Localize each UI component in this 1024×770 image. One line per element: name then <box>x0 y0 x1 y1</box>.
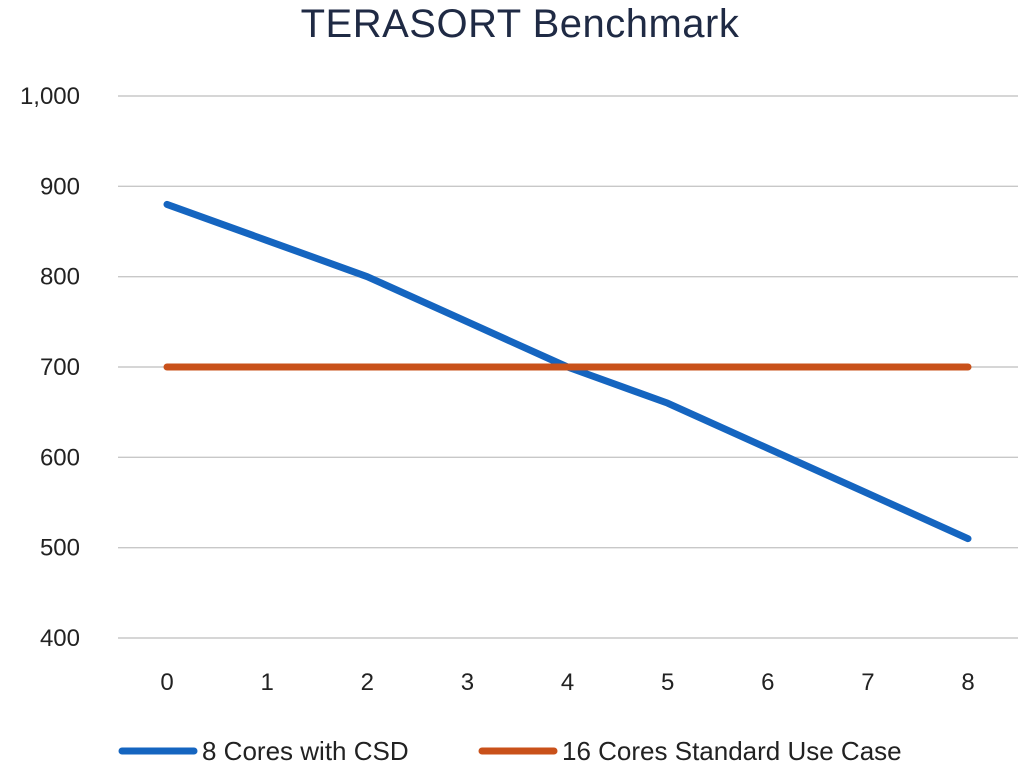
y-tick-label: 600 <box>40 444 80 471</box>
series-1-point <box>466 321 468 323</box>
x-tick-label: 6 <box>761 669 774 696</box>
x-tick-label: 2 <box>361 669 374 696</box>
x-tick-label: 1 <box>260 669 273 696</box>
x-tick-label: 4 <box>561 669 574 696</box>
series-line-1 <box>163 200 972 543</box>
series-1-point <box>767 447 769 449</box>
series-1-point <box>667 402 669 404</box>
series-1-point <box>967 538 969 540</box>
y-tick-label: 1,000 <box>20 83 80 110</box>
series-1-point <box>166 203 168 205</box>
y-tick-label: 900 <box>40 173 80 200</box>
series-2-point <box>867 366 869 368</box>
series-2-point <box>466 366 468 368</box>
y-tick-label: 400 <box>40 625 80 652</box>
series-2-point <box>266 366 268 368</box>
series-2-point <box>767 366 769 368</box>
series-2-point <box>166 366 168 368</box>
x-tick-label: 7 <box>861 669 874 696</box>
chart-title: TERASORT Benchmark <box>300 2 740 46</box>
series-2-point <box>567 366 568 368</box>
x-tick-label: 0 <box>160 669 173 696</box>
y-axis-ticks: 400 500 600 700 800 900 1,000 <box>20 83 80 652</box>
x-tick-label: 5 <box>661 669 674 696</box>
y-tick-label: 800 <box>40 264 80 291</box>
series-1-point <box>867 492 869 494</box>
legend-label-2: 16 Cores Standard Use Case <box>562 736 902 766</box>
x-axis-ticks: 0 1 2 3 4 5 6 7 8 <box>160 669 974 696</box>
legend-label-1: 8 Cores with CSD <box>202 736 409 766</box>
series-2-point <box>667 366 669 368</box>
series-1-point <box>366 276 368 278</box>
series-lines <box>163 200 972 543</box>
legend: 8 Cores with CSD 16 Cores Standard Use Ca… <box>118 736 902 766</box>
x-tick-label: 8 <box>961 669 974 696</box>
x-tick-label: 3 <box>461 669 474 696</box>
series-2-point <box>366 366 368 368</box>
series-2-point <box>967 366 969 368</box>
y-tick-label: 500 <box>40 535 80 562</box>
y-tick-label: 700 <box>40 354 80 381</box>
series-1-point <box>266 240 268 242</box>
